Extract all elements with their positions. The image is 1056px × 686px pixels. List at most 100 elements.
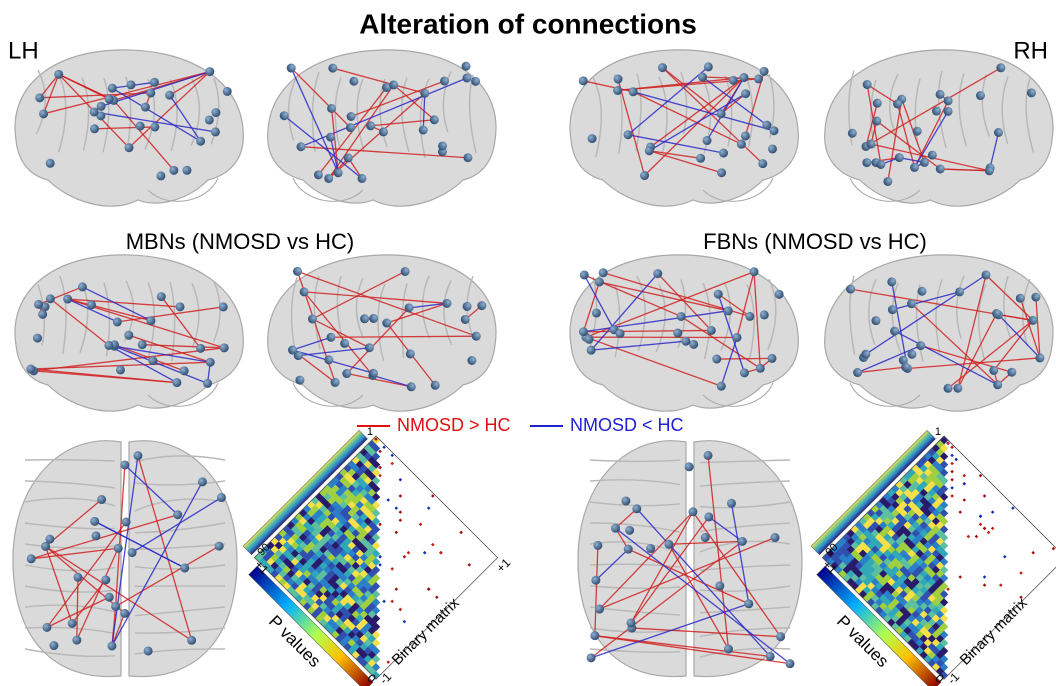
node bbox=[776, 632, 785, 641]
node bbox=[944, 384, 953, 393]
binary-cell bbox=[983, 575, 987, 579]
node bbox=[733, 333, 742, 342]
binary-cell bbox=[403, 555, 407, 559]
node bbox=[346, 123, 355, 132]
binary-cell bbox=[378, 563, 382, 567]
node bbox=[35, 93, 44, 102]
binary-cell bbox=[950, 446, 954, 450]
node bbox=[462, 62, 471, 71]
node bbox=[150, 78, 159, 87]
node bbox=[366, 121, 375, 130]
node bbox=[288, 346, 297, 355]
node bbox=[590, 631, 599, 640]
node bbox=[913, 127, 922, 136]
node bbox=[611, 524, 620, 533]
binary-cell bbox=[382, 446, 386, 450]
node bbox=[146, 316, 155, 325]
brain-surface bbox=[13, 441, 237, 677]
node bbox=[688, 507, 697, 516]
brain-view bbox=[15, 50, 243, 206]
node bbox=[116, 365, 125, 374]
node bbox=[1028, 316, 1037, 325]
node bbox=[754, 74, 763, 83]
binary-cell bbox=[423, 551, 427, 555]
node bbox=[196, 344, 205, 353]
node bbox=[771, 533, 780, 542]
node bbox=[629, 87, 638, 96]
binary-cell bbox=[395, 587, 399, 591]
node bbox=[846, 285, 855, 294]
node bbox=[627, 618, 636, 627]
node bbox=[993, 380, 1002, 389]
colorbar-tick: -1 bbox=[945, 669, 963, 686]
node bbox=[72, 636, 81, 645]
node bbox=[704, 62, 713, 71]
node bbox=[104, 341, 113, 350]
binary-cell bbox=[950, 470, 954, 474]
node bbox=[992, 309, 1001, 318]
binary-cell bbox=[395, 531, 399, 535]
node bbox=[1027, 88, 1036, 97]
node bbox=[901, 363, 910, 372]
node bbox=[138, 340, 147, 349]
node bbox=[585, 335, 594, 344]
node bbox=[677, 312, 686, 321]
node bbox=[462, 73, 471, 82]
node bbox=[124, 331, 133, 340]
binary-cell bbox=[435, 596, 439, 600]
node bbox=[703, 136, 712, 145]
node bbox=[27, 554, 36, 563]
node bbox=[1031, 293, 1040, 302]
binary-cell bbox=[1031, 551, 1035, 555]
node bbox=[762, 121, 771, 130]
node bbox=[645, 146, 654, 155]
node bbox=[49, 641, 58, 650]
binary-cell bbox=[403, 620, 407, 624]
legend-label: NMOSD < HC bbox=[570, 415, 684, 435]
node bbox=[369, 369, 378, 378]
binary-cell bbox=[979, 523, 983, 527]
binary-cell bbox=[979, 514, 983, 518]
node bbox=[180, 563, 189, 572]
node bbox=[406, 349, 415, 358]
binary-cell bbox=[991, 510, 995, 514]
node bbox=[613, 86, 622, 95]
node bbox=[872, 117, 881, 126]
node bbox=[775, 290, 784, 299]
node bbox=[770, 126, 779, 135]
colorbar-label: Binary matrix bbox=[389, 594, 463, 668]
node bbox=[724, 306, 733, 315]
connectivity-matrix bbox=[232, 425, 498, 686]
node bbox=[1016, 294, 1025, 303]
node bbox=[640, 171, 649, 180]
binary-cell bbox=[399, 494, 403, 498]
node bbox=[379, 127, 388, 136]
binary-cell bbox=[958, 510, 962, 514]
node bbox=[136, 122, 145, 131]
node bbox=[90, 107, 99, 116]
node bbox=[910, 163, 919, 172]
node bbox=[888, 305, 897, 314]
node bbox=[996, 63, 1005, 72]
node bbox=[689, 340, 698, 349]
node bbox=[148, 356, 157, 365]
hemisphere-label: LH bbox=[8, 37, 39, 64]
node bbox=[41, 542, 50, 551]
node bbox=[673, 329, 682, 338]
node bbox=[866, 140, 875, 149]
brain-view bbox=[570, 255, 798, 411]
node bbox=[349, 77, 358, 86]
node bbox=[907, 299, 916, 308]
node bbox=[863, 80, 872, 89]
node bbox=[887, 277, 896, 286]
node bbox=[944, 96, 953, 105]
binary-cell bbox=[431, 494, 435, 498]
node bbox=[39, 109, 48, 118]
node bbox=[587, 653, 596, 662]
binary-cell bbox=[963, 498, 967, 502]
node bbox=[357, 174, 366, 183]
node bbox=[853, 368, 862, 377]
node bbox=[766, 652, 775, 661]
node bbox=[463, 153, 472, 162]
node bbox=[91, 531, 100, 540]
